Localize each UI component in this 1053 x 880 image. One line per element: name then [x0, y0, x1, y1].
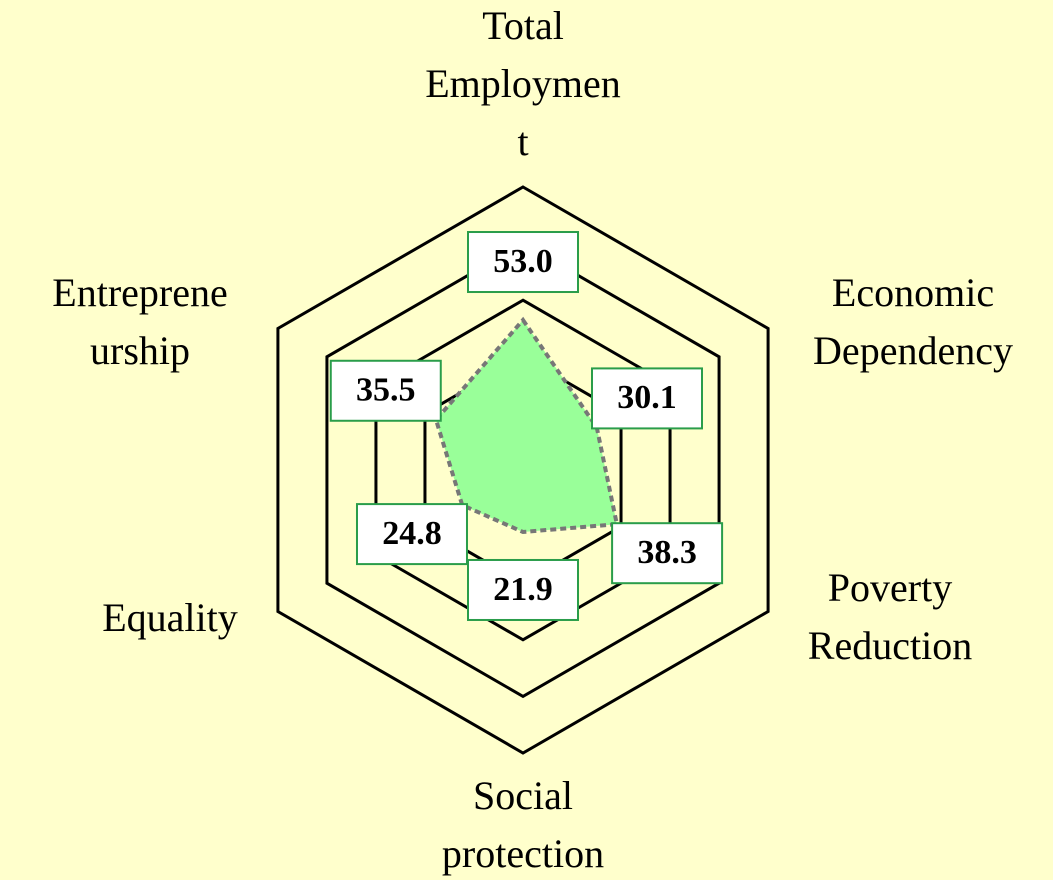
category-label: Equality	[102, 595, 238, 640]
value-label: 30.1	[617, 379, 677, 416]
value-label-box	[467, 231, 579, 294]
category-label: t	[517, 119, 528, 164]
value-label: 38.3	[637, 534, 697, 571]
category-label: Employmen	[425, 61, 621, 106]
category-label: Poverty	[828, 565, 952, 610]
value-label-box	[467, 558, 579, 621]
category-label: protection	[442, 831, 604, 876]
value-label: 21.9	[493, 571, 553, 608]
grid-ring	[276, 185, 770, 755]
value-label-box	[591, 367, 704, 430]
category-label: urship	[90, 328, 190, 373]
category-label: Social	[473, 773, 573, 818]
category-label: Entreprene	[52, 270, 227, 315]
value-label: 53.0	[493, 243, 553, 280]
category-label: Economic	[832, 270, 994, 315]
category-label: Total	[482, 3, 564, 48]
value-label-box	[611, 522, 724, 585]
value-label-box	[329, 359, 442, 422]
category-label: Reduction	[808, 623, 972, 668]
grid-ring	[325, 241, 721, 699]
data-area	[433, 316, 620, 535]
value-label: 35.5	[356, 372, 416, 409]
value-label-box	[355, 503, 468, 566]
category-label: Dependency	[813, 328, 1013, 373]
value-label: 24.8	[382, 515, 442, 552]
